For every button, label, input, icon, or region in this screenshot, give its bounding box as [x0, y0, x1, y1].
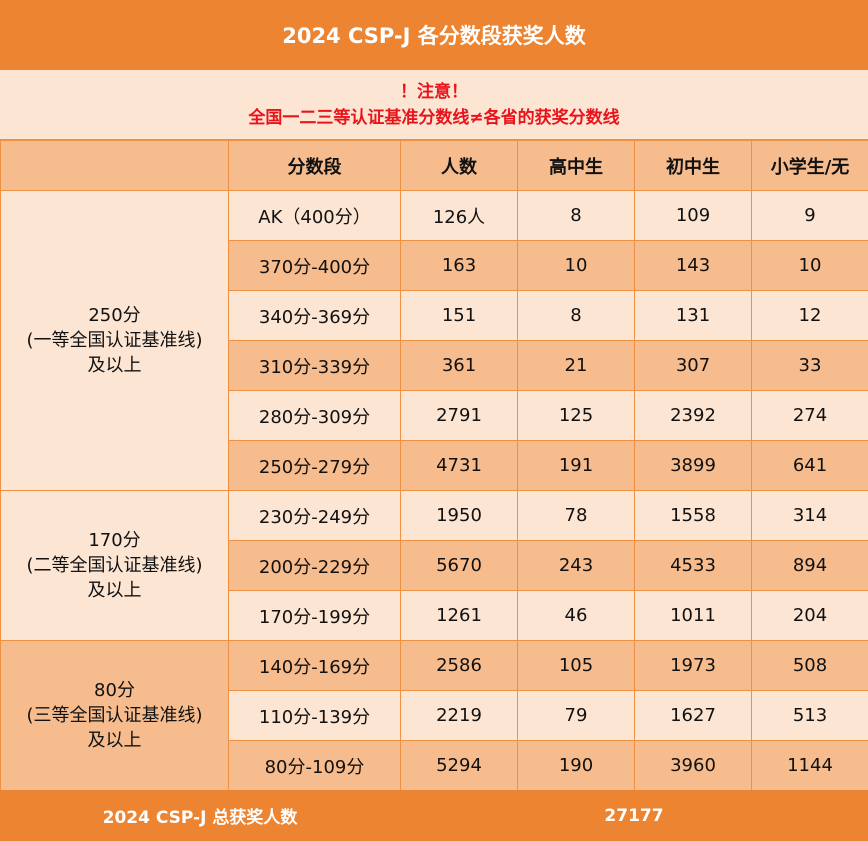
- cell-primary: 9: [751, 190, 868, 241]
- cell-range: 250分-279分: [228, 440, 401, 491]
- cell-high: 78: [517, 490, 635, 541]
- group-score: 80分: [94, 680, 135, 701]
- cell-middle: 3960: [634, 740, 752, 791]
- cell-primary: 1144: [751, 740, 868, 791]
- group-desc: (三等全国认证基准线): [26, 705, 203, 726]
- cell-primary: 204: [751, 590, 868, 641]
- cell-high: 190: [517, 740, 635, 791]
- cell-range: 280分-309分: [228, 390, 401, 441]
- cell-primary: 33: [751, 340, 868, 391]
- cell-high: 8: [517, 190, 635, 241]
- notice-line-1: ！注意！: [400, 81, 468, 102]
- cell-total: 2219: [400, 690, 518, 741]
- cell-primary: 274: [751, 390, 868, 441]
- table-row: 80分-109分 5294 190 3960 1144: [0, 740, 868, 791]
- notice-banner: ！注意！ 全国一二三等认证基准分数线≠各省的获奖分数线: [0, 70, 868, 140]
- cell-middle: 307: [634, 340, 752, 391]
- cell-range: 340分-369分: [228, 290, 401, 341]
- cell-total: 4731: [400, 440, 518, 491]
- cell-high: 21: [517, 340, 635, 391]
- cell-middle: 131: [634, 290, 752, 341]
- cell-total: 5670: [400, 540, 518, 591]
- cell-primary: 508: [751, 640, 868, 691]
- cell-primary: 314: [751, 490, 868, 541]
- cell-total: 2791: [400, 390, 518, 441]
- table-row: 170分 (二等全国认证基准线) 及以上 230分-249分 1950 78 1…: [0, 490, 868, 641]
- cell-middle: 3899: [634, 440, 752, 491]
- header-group: [0, 140, 229, 191]
- cell-range: 310分-339分: [228, 340, 401, 391]
- cell-range: 370分-400分: [228, 240, 401, 291]
- group-desc: (二等全国认证基准线): [26, 555, 203, 576]
- cell-primary: 641: [751, 440, 868, 491]
- cell-total: 163: [400, 240, 518, 291]
- group-score: 250分: [88, 305, 141, 326]
- cell-range: 170分-199分: [228, 590, 401, 641]
- group-suffix: 及以上: [87, 580, 142, 601]
- cell-range: 200分-229分: [228, 540, 401, 591]
- group-suffix: 及以上: [87, 355, 142, 376]
- header-middle: 初中生: [634, 140, 752, 191]
- cell-middle: 1973: [634, 640, 752, 691]
- group-desc: (一等全国认证基准线): [26, 330, 203, 351]
- group-score: 170分: [88, 530, 141, 551]
- cell-total: 5294: [400, 740, 518, 791]
- cell-high: 125: [517, 390, 635, 441]
- cell-middle: 143: [634, 240, 752, 291]
- cell-high: 105: [517, 640, 635, 691]
- header-range: 分数段: [228, 140, 401, 191]
- table-row: 370分-400分 163 10 143 10: [0, 240, 868, 291]
- cell-middle: 1627: [634, 690, 752, 741]
- notice-line-2: 全国一二三等认证基准分数线≠各省的获奖分数线: [248, 107, 620, 128]
- cell-middle: 4533: [634, 540, 752, 591]
- total-label: 2024 CSP-J 总获奖人数: [102, 808, 298, 828]
- total-value: 27177: [604, 805, 664, 826]
- cell-total: 2586: [400, 640, 518, 691]
- cell-high: 10: [517, 240, 635, 291]
- table-header-row: 分数段 人数 高中生 初中生 小学生/无: [0, 140, 868, 191]
- page-title: 2024 CSP-J 各分数段获奖人数: [0, 0, 868, 70]
- group-suffix: 及以上: [87, 730, 142, 751]
- cell-middle: 109: [634, 190, 752, 241]
- cell-middle: 1011: [634, 590, 752, 641]
- cell-range: AK（400分）: [228, 190, 401, 241]
- header-total: 人数: [400, 140, 518, 191]
- group-cell-third-prize: 80分 (三等全国认证基准线) 及以上: [0, 640, 229, 791]
- header-primary: 小学生/无: [751, 140, 868, 191]
- cell-total: 151: [400, 290, 518, 341]
- cell-total: 126人: [400, 190, 518, 241]
- cell-high: 191: [517, 440, 635, 491]
- cell-primary: 10: [751, 240, 868, 291]
- cell-high: 8: [517, 290, 635, 341]
- cell-primary: 894: [751, 540, 868, 591]
- cell-primary: 513: [751, 690, 868, 741]
- cell-middle: 2392: [634, 390, 752, 441]
- total-footer: 2024 CSP-J 总获奖人数 27177: [0, 790, 868, 841]
- cell-high: 243: [517, 540, 635, 591]
- cell-total: 1950: [400, 490, 518, 541]
- header-high: 高中生: [517, 140, 635, 191]
- table-row: 80分 (三等全国认证基准线) 及以上 140分-169分 2586 105 1…: [0, 640, 868, 791]
- group-cell-second-prize: 170分 (二等全国认证基准线) 及以上: [0, 490, 229, 641]
- cell-range: 80分-109分: [228, 740, 401, 791]
- cell-total: 1261: [400, 590, 518, 641]
- cell-range: 110分-139分: [228, 690, 401, 741]
- cell-total: 361: [400, 340, 518, 391]
- cell-high: 46: [517, 590, 635, 641]
- cell-range: 230分-249分: [228, 490, 401, 541]
- cell-range: 140分-169分: [228, 640, 401, 691]
- cell-primary: 12: [751, 290, 868, 341]
- group-cell-first-prize: 250分 (一等全国认证基准线) 及以上: [0, 190, 229, 491]
- table-row: 110分-139分 2219 79 1627 513: [0, 690, 868, 741]
- cell-high: 79: [517, 690, 635, 741]
- award-table: 分数段 人数 高中生 初中生 小学生/无 250分 (一等全国认证基准线) 及以…: [0, 140, 868, 791]
- table-row: 250分 (一等全国认证基准线) 及以上 AK（400分） 126人 8 109…: [0, 190, 868, 491]
- cell-middle: 1558: [634, 490, 752, 541]
